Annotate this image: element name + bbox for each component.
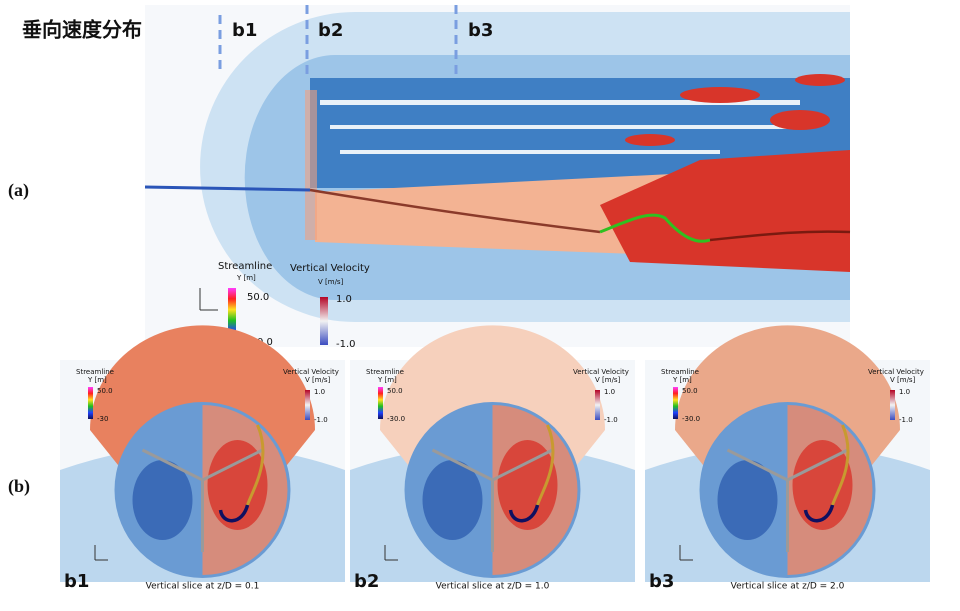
legend-max: 50.0 xyxy=(387,387,403,395)
streamline-wake xyxy=(309,188,601,234)
streak xyxy=(320,100,800,105)
colorbar xyxy=(595,390,600,420)
upper-red-patches xyxy=(625,74,845,146)
legend-unit: Y [m] xyxy=(377,376,397,384)
patch xyxy=(795,74,845,86)
legend-unit: V [m/s] xyxy=(595,376,621,384)
legend-max: 50.0 xyxy=(97,387,113,395)
slice-marker-label: b3 xyxy=(468,20,493,41)
colorbar xyxy=(320,297,328,345)
legend-unit: Y [m] xyxy=(87,376,107,384)
streamline-end xyxy=(709,230,851,242)
legend-max: 1.0 xyxy=(604,388,615,396)
turbine xyxy=(726,448,849,552)
turbine xyxy=(431,448,554,552)
axis-glyph xyxy=(384,545,398,561)
slice-label: b2 xyxy=(354,571,379,592)
streamline-end xyxy=(803,504,835,523)
streak xyxy=(340,150,720,154)
patch xyxy=(770,110,830,130)
blue-core xyxy=(132,460,193,540)
legend-min: -30.0 xyxy=(387,415,405,423)
legend-title: Vertical Velocity xyxy=(573,368,629,376)
legend-title: Streamline xyxy=(218,261,272,272)
streak xyxy=(330,125,790,129)
legend-unit: Y [m] xyxy=(672,376,692,384)
colorbar xyxy=(378,387,383,419)
panel-label: (b) xyxy=(8,476,30,497)
colorbar xyxy=(228,288,236,342)
colorbar xyxy=(673,387,678,419)
legend-min: -1.0 xyxy=(314,416,328,424)
streamline-end xyxy=(218,504,250,523)
slice-label: b1 xyxy=(64,571,89,592)
red-core xyxy=(207,440,268,530)
legend-title: Vertical Velocity xyxy=(283,368,339,376)
legend-max: 1.0 xyxy=(314,388,325,396)
legend-unit: V [m/s] xyxy=(890,376,916,384)
legend-unit: V [m/s] xyxy=(318,278,344,286)
legend-min: -30.0 xyxy=(682,415,700,423)
legend-title: Vertical Velocity xyxy=(290,263,370,274)
legend-min: -1.0 xyxy=(336,339,356,350)
streamline-inflow xyxy=(144,185,311,192)
colorbar xyxy=(305,390,310,420)
slice-marker-label: b2 xyxy=(318,20,343,41)
legend-unit: Y [m] xyxy=(236,274,256,282)
legend-max: 1.0 xyxy=(336,294,352,305)
patch xyxy=(625,134,675,146)
legend-title: Streamline xyxy=(366,368,404,376)
legend-min: -1.0 xyxy=(899,416,913,424)
legend-min: -30 xyxy=(97,415,108,423)
figure-title: 垂向速度分布 xyxy=(22,18,142,42)
blue-core xyxy=(422,460,483,540)
slice-caption: Vertical slice at z/D = 2.0 xyxy=(731,582,845,592)
streamline-green xyxy=(599,213,711,243)
blue-core xyxy=(717,460,778,540)
colorbar xyxy=(890,390,895,420)
red-core xyxy=(497,440,558,530)
rotor-disk xyxy=(305,90,317,240)
legend-max: 50.0 xyxy=(247,292,269,303)
axis-glyph xyxy=(94,545,108,561)
slice-markers xyxy=(218,5,458,80)
wake-streaks xyxy=(320,100,800,154)
legend-unit: V [m/s] xyxy=(305,376,331,384)
red-core xyxy=(792,440,853,530)
streamline-end xyxy=(508,504,540,523)
turbine xyxy=(141,448,264,552)
legend-max: 50.0 xyxy=(682,387,698,395)
legend-max: 1.0 xyxy=(899,388,910,396)
slice-marker-label: b1 xyxy=(232,20,257,41)
patch xyxy=(680,87,760,103)
axis-glyph xyxy=(679,545,693,561)
slice-caption: Vertical slice at z/D = 0.1 xyxy=(146,582,260,592)
red-wake xyxy=(600,150,850,272)
slice-caption: Vertical slice at z/D = 1.0 xyxy=(436,582,550,592)
axis-glyph xyxy=(199,288,218,311)
slice-label: b3 xyxy=(649,571,674,592)
legend-title: Streamline xyxy=(76,368,114,376)
panel-label: (a) xyxy=(8,180,29,201)
legend-title: Streamline xyxy=(661,368,699,376)
legend-min: -1.0 xyxy=(604,416,618,424)
legend-title: Vertical Velocity xyxy=(868,368,924,376)
colorbar xyxy=(88,387,93,419)
